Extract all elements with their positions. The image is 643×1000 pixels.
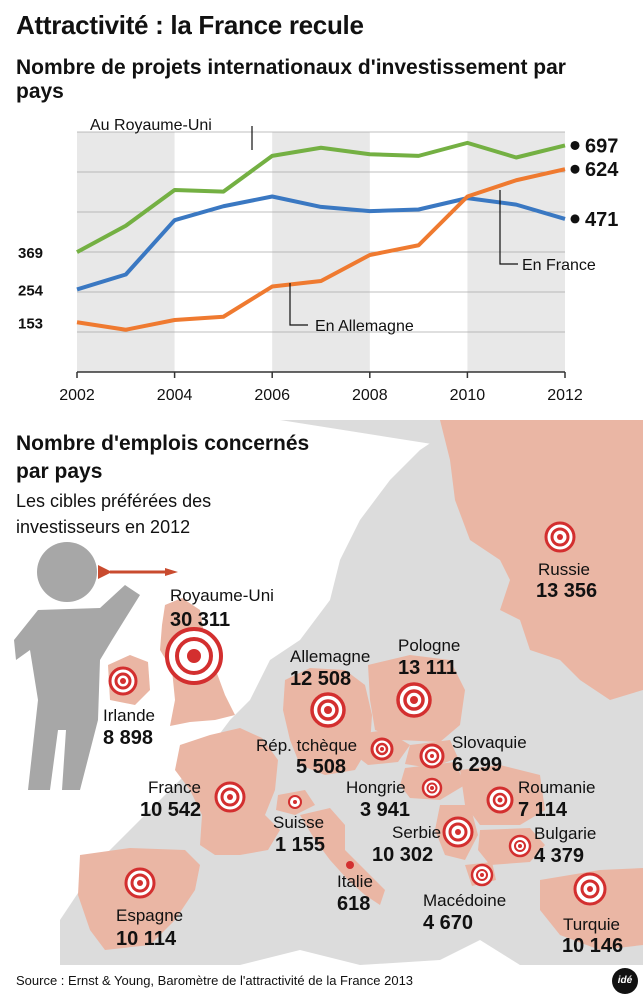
label-turquie-jobs: 10 146 [562,935,623,957]
series-2-name: En Allemagne [315,318,414,335]
label-hongrie-name: Hongrie [346,778,406,797]
x-tick-label-2008: 2008 [352,387,388,404]
target-serbie [442,816,474,848]
series-1-name: En France [522,257,596,274]
label-roumanie-jobs: 7 114 [518,799,568,821]
dart-player-figure [14,542,140,790]
target-turquie [573,872,607,906]
label-espagne-jobs: 10 114 [116,928,177,950]
label-suisse-name: Suisse [273,813,324,832]
x-tick-label-2012: 2012 [547,387,583,404]
series-0-name: Au Royaume-Uni [90,117,212,134]
series-0-end-label: 697 [585,135,618,157]
series-2-leader [289,283,308,326]
spain-shape [78,848,200,950]
label-macedoine-name: Macédoine [423,891,506,910]
label-bulgarie-jobs: 4 379 [534,845,584,867]
line-chart: 2002 2004 2006 2008 2010 2012 369 697 Au Royaum… [18,117,619,404]
target-macedoine [470,863,494,887]
label-allemagne-jobs: 12 508 [290,668,351,690]
target-roumanie [486,786,514,814]
label-turquie-name: Turquie [563,915,620,934]
label-allemagne-name: Allemagne [290,647,370,666]
series-1-end-dot [570,214,580,224]
target-allemagne [310,692,346,728]
label-italie-jobs: 618 [337,893,370,915]
target-royaume-uni [165,627,223,685]
label-macedoine-jobs: 4 670 [423,912,473,934]
series-1-leader [499,190,518,265]
label-royaume-uni-jobs: 30 311 [170,609,230,631]
target-france [214,781,246,813]
label-russie-name: Russie [538,560,590,579]
label-france-jobs: 10 542 [140,799,201,821]
target-russie [544,521,576,553]
publisher-logo: idé [612,968,638,994]
series-0-start-label: 369 [18,245,43,262]
x-tick-label-2010: 2010 [450,387,486,404]
label-rep-tcheque-jobs: 5 508 [296,756,346,778]
turkey-shape [540,868,643,950]
label-espagne-name: Espagne [116,906,183,925]
label-russie-jobs: 13 356 [536,580,597,602]
label-irlande-jobs: 8 898 [103,727,153,749]
label-pologne-jobs: 13 111 [398,657,457,679]
x-tick-label-2002: 2002 [59,387,95,404]
chart-subtitle: Nombre de projets internationaux d'inves… [16,56,566,103]
europe-map: Royaume-Uni 30 311 Russie 13 356 Pologne… [0,420,643,965]
scandinavia-land [330,430,460,640]
x-tick-label-2006: 2006 [254,387,290,404]
dart-icon [98,565,178,579]
label-france-name: France [148,778,201,797]
label-royaume-uni-name: Royaume-Uni [170,586,274,605]
series-2-start-label: 153 [18,315,43,332]
label-pologne-name: Pologne [398,636,460,655]
target-rep-tcheque [370,737,394,761]
target-espagne [124,867,156,899]
label-suisse-jobs: 1 155 [275,834,325,856]
target-hongrie [421,777,443,799]
label-serbie-jobs: 10 302 [372,844,433,866]
series-1-end-label: 471 [585,209,618,231]
series-1-start-label: 254 [18,282,44,299]
series-2-end-label: 624 [585,159,619,181]
label-rep-tcheque-name: Rép. tchèque [256,736,357,755]
series-2-end-dot [570,164,580,174]
target-bulgarie [508,834,532,858]
target-slovaquie [419,743,445,769]
target-irlande [108,666,138,696]
target-pologne [396,682,432,718]
russia-shape [440,420,643,700]
map-subtitle: Les cibles préférées des investisseurs e… [16,491,212,537]
label-irlande-name: Irlande [103,706,155,725]
label-slovaquie-name: Slovaquie [452,733,527,752]
label-italie-name: Italie [337,872,373,891]
source-note: Source : Ernst & Young, Baromètre de l'a… [16,973,414,988]
target-italie [346,861,354,869]
x-tick-label-2004: 2004 [157,387,193,404]
label-hongrie-jobs: 3 941 [360,799,410,821]
label-slovaquie-jobs: 6 299 [452,754,502,776]
target-suisse [288,795,302,809]
label-bulgarie-name: Bulgarie [534,824,596,843]
italy-shape [300,808,385,905]
series-0-end-dot [570,140,580,150]
page-title: Attractivité : la France recule [16,10,364,40]
map-title: Nombre d'emplois concernés par pays [16,432,310,483]
label-serbie-name: Serbie [392,823,441,842]
label-roumanie-name: Roumanie [518,778,596,797]
